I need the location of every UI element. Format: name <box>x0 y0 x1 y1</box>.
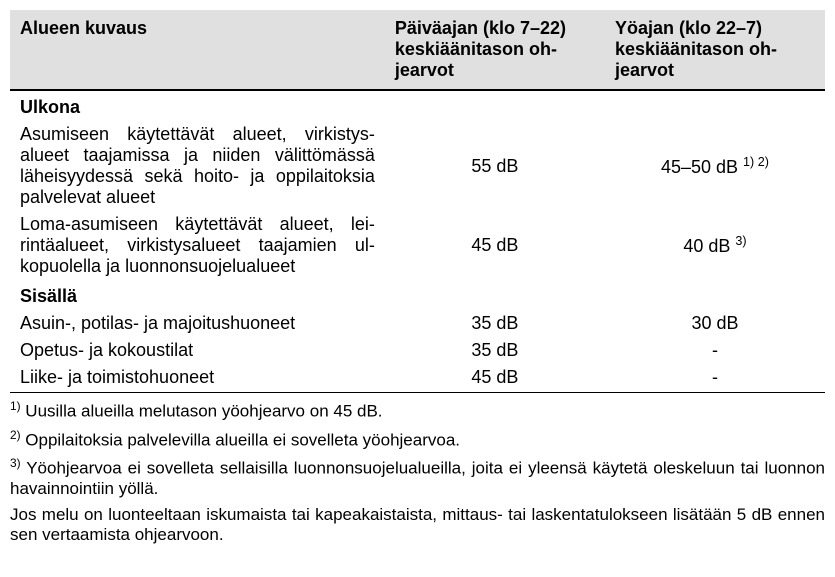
footnote-2-sup: 2) <box>10 428 21 442</box>
row1-night-sup: 1) 2) <box>743 155 769 169</box>
section-indoor: Sisällä <box>10 280 825 310</box>
row3-day: 35 dB <box>385 310 605 337</box>
table-row: Loma-asumiseen käytettävät alueet, lei­r… <box>10 211 825 280</box>
row1-day: 55 dB <box>385 121 605 211</box>
header-desc-text: Alueen kuvaus <box>20 18 147 38</box>
section-outdoor-label: Ulkona <box>10 90 825 121</box>
table-row: Opetus- ja kokoustilat 35 dB - <box>10 337 825 364</box>
footnote-2-text: Oppilaitoksia palvelevilla alueilla ei s… <box>21 430 460 449</box>
footnote-3: 3) Yöohjearvoa ei sovelleta sellaisilla … <box>10 456 825 499</box>
row1-desc: Asumiseen käytettävät alueet, virkistys­… <box>10 121 385 211</box>
row4-day: 35 dB <box>385 337 605 364</box>
table-header-row: Alueen kuvaus Päiväajan (klo 7–22) keski… <box>10 10 825 90</box>
footnote-3-text: Yöohjearvoa ei sovelleta sellaisilla luo… <box>10 459 825 498</box>
row2-desc: Loma-asumiseen käytettävät alueet, lei­r… <box>10 211 385 280</box>
header-description: Alueen kuvaus <box>10 10 385 90</box>
header-daytime: Päiväajan (klo 7–22) keskiäänitason oh- … <box>385 10 605 90</box>
noise-guideline-table: Alueen kuvaus Päiväajan (klo 7–22) keski… <box>10 10 825 393</box>
row2-night-val: 40 dB <box>683 236 735 256</box>
header-day-l1: Päiväajan (klo 7–22) <box>395 18 566 38</box>
footnote-1-text: Uusilla alueilla melutason yöohjearvo on… <box>21 402 383 421</box>
row3-desc: Asuin-, potilas- ja majoitushuoneet <box>10 310 385 337</box>
row2-day: 45 dB <box>385 211 605 280</box>
footnote-2: 2) Oppilaitoksia palvelevilla alueilla e… <box>10 428 825 451</box>
footnote-3-sup: 3) <box>10 456 21 470</box>
row3-night: 30 dB <box>605 310 825 337</box>
row4-desc: Opetus- ja kokoustilat <box>10 337 385 364</box>
section-outdoor: Ulkona <box>10 90 825 121</box>
header-night-l3: jearvot <box>615 60 674 80</box>
row1-night-val: 45–50 dB <box>661 157 743 177</box>
footnotes: 1) Uusilla alueilla melutason yöohjearvo… <box>10 399 825 545</box>
header-day-l2: keskiäänitason oh- <box>395 39 557 59</box>
table-row: Asuin-, potilas- ja majoitushuoneet 35 d… <box>10 310 825 337</box>
row1-night: 45–50 dB 1) 2) <box>605 121 825 211</box>
table-row: Asumiseen käytettävät alueet, virkistys­… <box>10 121 825 211</box>
footnote-4: Jos melu on luonteeltaan iskumaista tai … <box>10 505 825 545</box>
row2-night: 40 dB 3) <box>605 211 825 280</box>
row5-night: - <box>605 364 825 393</box>
header-night-l1: Yöajan (klo 22–7) <box>615 18 762 38</box>
table-row: Liike- ja toimistohuoneet 45 dB - <box>10 364 825 393</box>
row4-night: - <box>605 337 825 364</box>
header-nighttime: Yöajan (klo 22–7) keskiäänitason oh- jea… <box>605 10 825 90</box>
row5-desc: Liike- ja toimistohuoneet <box>10 364 385 393</box>
header-night-l2: keskiäänitason oh- <box>615 39 777 59</box>
header-day-l3: jearvot <box>395 60 454 80</box>
row2-night-sup: 3) <box>735 234 746 248</box>
row5-day: 45 dB <box>385 364 605 393</box>
footnote-1-sup: 1) <box>10 399 21 413</box>
section-indoor-label: Sisällä <box>10 280 825 310</box>
footnote-1: 1) Uusilla alueilla melutason yöohjearvo… <box>10 399 825 422</box>
